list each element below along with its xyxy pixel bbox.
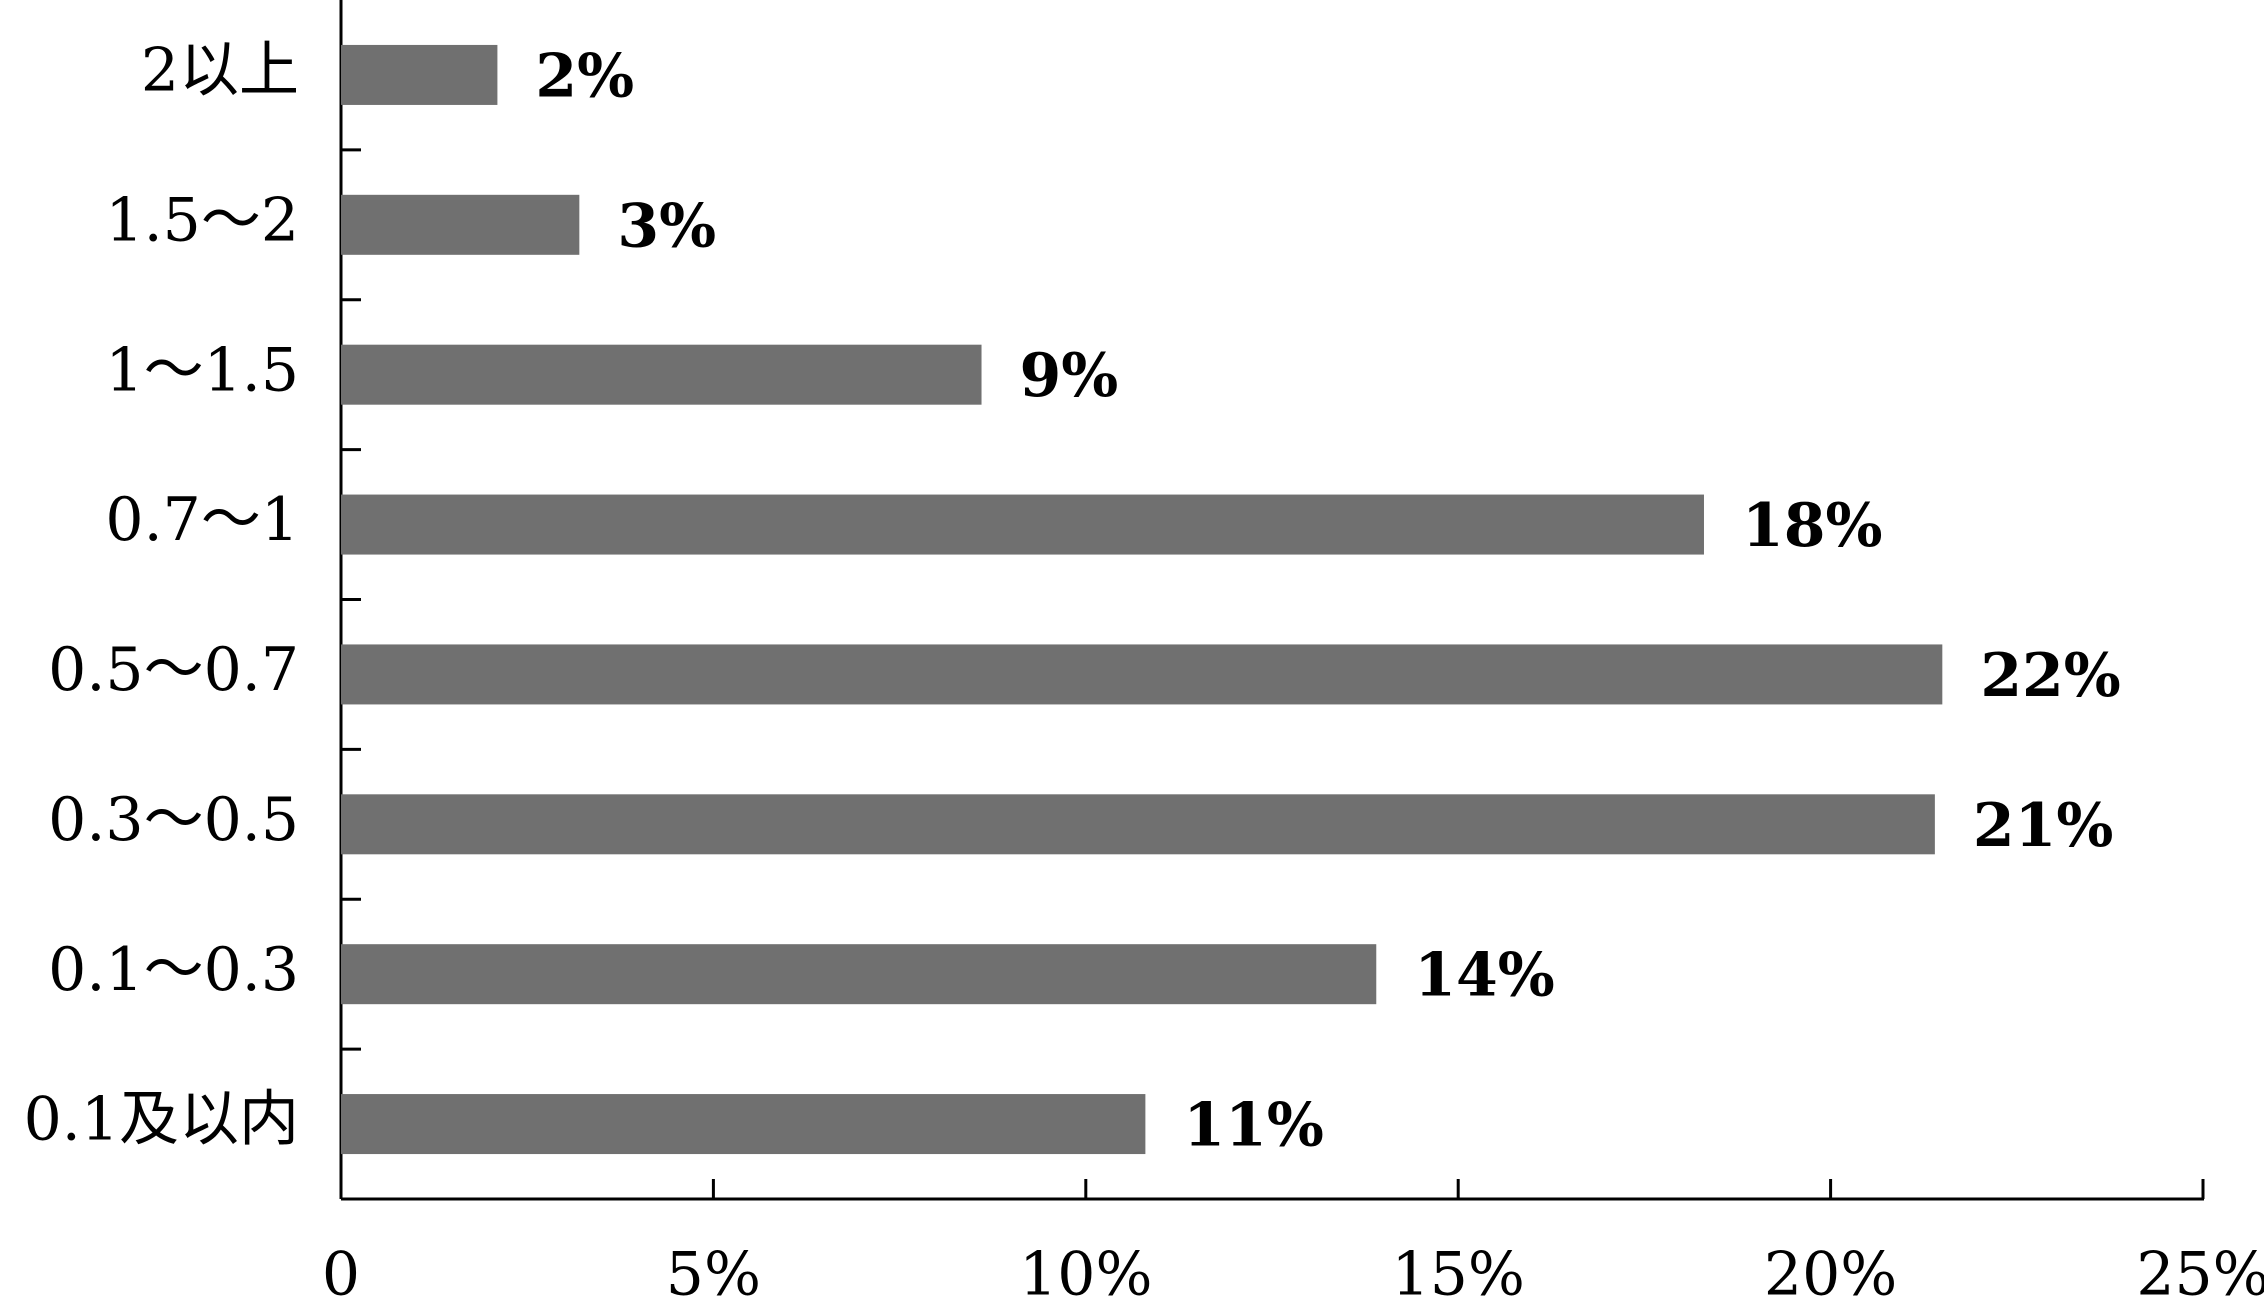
x-tick-label: 10%	[1019, 1240, 1152, 1302]
bar	[341, 944, 1377, 1005]
value-label: 3%	[617, 191, 716, 261]
value-label: 22%	[1980, 641, 2121, 711]
x-tick-label: 0	[322, 1240, 360, 1302]
x-tick-label: 20%	[1764, 1240, 1897, 1302]
bar	[341, 494, 1704, 555]
value-label: 21%	[1973, 791, 2114, 861]
value-label: 11%	[1183, 1091, 1324, 1161]
y-tick-label: 0.3～0.5	[48, 785, 299, 855]
y-tick-label: 0.7～1	[105, 485, 299, 555]
bar	[341, 194, 580, 255]
y-tick-label: 0.1及以内	[24, 1085, 299, 1155]
y-tick-label: 2以上	[141, 36, 299, 106]
bar	[341, 794, 1935, 855]
y-tick-label: 0.1～0.3	[48, 935, 299, 1005]
bar	[341, 644, 1943, 705]
value-label: 2%	[535, 41, 634, 111]
bar	[341, 44, 498, 105]
y-tick-label: 1～1.5	[105, 335, 299, 405]
bar	[341, 344, 982, 405]
y-tick-label: 0.5～0.7	[48, 635, 299, 705]
value-label: 9%	[1020, 341, 1119, 411]
x-tick-label: 25%	[2136, 1240, 2264, 1302]
x-tick-label: 15%	[1392, 1240, 1525, 1302]
bar	[341, 1094, 1146, 1155]
value-label: 14%	[1414, 941, 1555, 1011]
value-label: 18%	[1742, 491, 1883, 561]
y-tick-label: 1.5～2	[105, 185, 299, 255]
x-tick-label: 5%	[666, 1240, 761, 1302]
